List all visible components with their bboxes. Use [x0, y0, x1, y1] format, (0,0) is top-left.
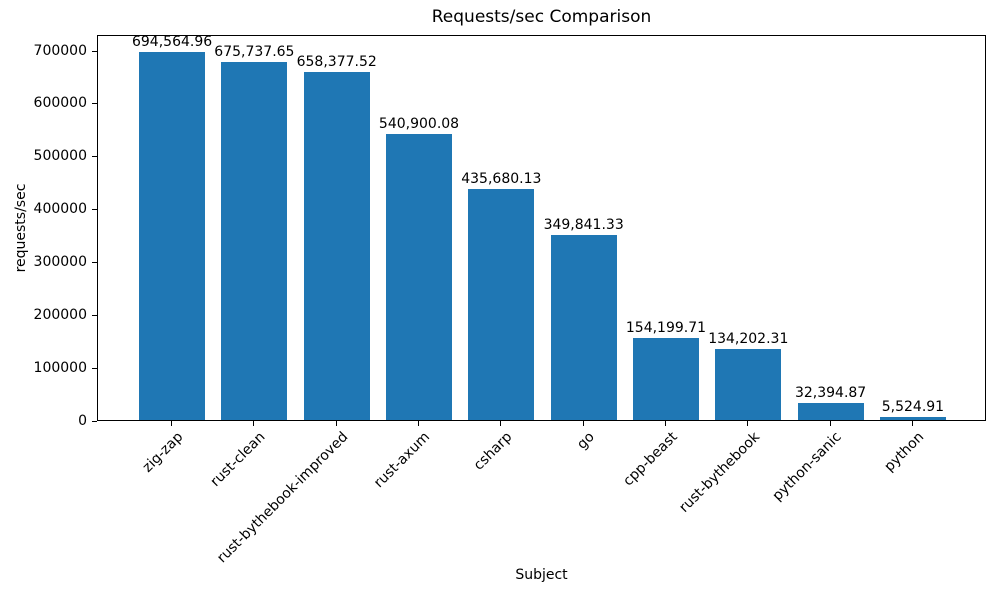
x-tick-mark: [829, 421, 831, 426]
y-tick-mark: [92, 103, 97, 105]
y-tick-label: 600000: [33, 95, 87, 112]
x-tick-mark: [253, 421, 255, 426]
x-tick-label: csharp: [471, 429, 516, 474]
x-tick-mark: [418, 421, 420, 426]
x-tick-label: zig-zap: [139, 429, 187, 476]
bar-rust-bythebook-improved: [303, 71, 370, 420]
bar-value-label: 675,737.65: [214, 44, 295, 61]
bar-value-label: 134,202.31: [708, 330, 789, 347]
bar-cpp-beast: [633, 338, 699, 420]
x-tick-mark: [171, 421, 173, 426]
x-axis-label: Subject: [515, 567, 568, 583]
bar-python-sanic: [797, 402, 864, 420]
bar-rust-bythebook: [715, 348, 782, 420]
x-tick-label: rust-bythebook-improved: [213, 429, 352, 567]
bar-value-label: 540,900.08: [378, 115, 460, 132]
x-tick-mark: [335, 421, 337, 426]
y-tick-label: 500000: [33, 148, 87, 165]
bar-zig-zap: [139, 52, 205, 420]
x-tick-mark: [582, 421, 584, 426]
x-tick-label: go: [574, 429, 598, 453]
x-tick-mark: [500, 421, 502, 426]
bar-rust-axum: [386, 133, 452, 420]
x-tick-label: rust-clean: [207, 429, 269, 490]
bar-value-label: 32,394.87: [794, 384, 867, 401]
y-tick-label: 200000: [33, 307, 87, 324]
bar-go: [550, 234, 617, 420]
x-tick-mark: [911, 421, 913, 426]
x-tick-mark: [747, 421, 749, 426]
bar-value-label: 694,564.96: [131, 34, 213, 51]
y-tick-label: 300000: [33, 254, 87, 271]
y-tick-mark: [92, 50, 97, 52]
bar-value-label: 658,377.52: [296, 53, 377, 70]
y-tick-mark: [92, 209, 97, 211]
bar-rust-clean: [221, 62, 288, 420]
plot-area: 694,564.96 675,737.65 658,377.52 540,900.08…: [97, 34, 986, 421]
bar-value-label: 435,680.13: [461, 171, 542, 188]
bar-csharp: [468, 189, 535, 420]
y-tick-label: 0: [78, 413, 87, 429]
x-tick-label: python-sanic: [769, 429, 845, 505]
y-tick-mark: [92, 262, 97, 264]
x-tick-mark: [664, 421, 666, 426]
x-tick-label: rust-axum: [371, 429, 434, 492]
y-tick-mark: [92, 368, 97, 370]
x-tick-label: cpp-beast: [619, 429, 681, 490]
x-tick-label: rust-bythebook: [675, 429, 763, 516]
bar-value-label: 154,199.71: [625, 320, 707, 337]
bar-value-label: 349,841.33: [543, 216, 624, 233]
bar-python: [879, 417, 946, 420]
y-tick-mark: [92, 315, 97, 317]
y-tick-mark: [92, 421, 97, 422]
bar-value-label: 5,524.91: [881, 399, 945, 416]
y-tick-label: 700000: [33, 42, 87, 59]
x-tick-label: python: [881, 429, 928, 475]
y-tick-mark: [92, 156, 97, 158]
chart-title: Requests/sec Comparison: [431, 7, 652, 27]
y-tick-label: 100000: [33, 360, 87, 377]
y-tick-label: 400000: [33, 201, 87, 218]
